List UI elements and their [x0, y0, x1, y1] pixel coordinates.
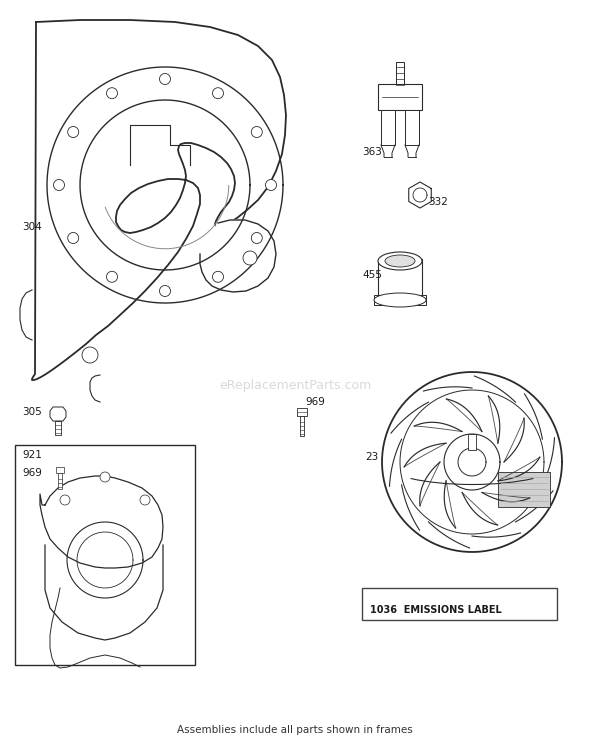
Polygon shape [382, 372, 562, 552]
Bar [468, 434, 476, 450]
Polygon shape [409, 182, 431, 208]
Ellipse shape [385, 255, 415, 267]
Text: 305: 305 [22, 407, 42, 417]
Text: 969: 969 [305, 397, 325, 407]
Text: eReplacementParts.com: eReplacementParts.com [219, 378, 371, 392]
Circle shape [107, 88, 117, 99]
Circle shape [159, 74, 171, 85]
Text: 921: 921 [22, 450, 42, 460]
Text: Assemblies include all parts shown in frames: Assemblies include all parts shown in fr… [177, 725, 413, 735]
Bar [396, 62, 404, 87]
Ellipse shape [374, 293, 426, 307]
Text: 304: 304 [22, 222, 42, 232]
Circle shape [100, 472, 110, 482]
Circle shape [212, 271, 224, 282]
Bar [58, 473, 62, 489]
Bar [374, 295, 426, 305]
Circle shape [243, 251, 257, 265]
Circle shape [266, 180, 277, 190]
Polygon shape [50, 407, 66, 421]
Circle shape [251, 126, 263, 137]
Text: 332: 332 [428, 197, 448, 207]
Polygon shape [200, 220, 276, 292]
Bar [378, 84, 422, 110]
Bar [378, 259, 422, 297]
Bar [15, 445, 195, 665]
Bar [498, 472, 550, 507]
Circle shape [68, 233, 78, 244]
Bar [381, 110, 395, 145]
Bar [300, 416, 304, 436]
Circle shape [68, 126, 78, 137]
Text: 969: 969 [22, 468, 42, 478]
Circle shape [60, 495, 70, 505]
Ellipse shape [378, 252, 422, 270]
Circle shape [107, 271, 117, 282]
Bar [55, 421, 61, 435]
Bar [56, 467, 64, 473]
Circle shape [140, 495, 150, 505]
Bar [297, 408, 307, 416]
Text: 363: 363 [362, 147, 382, 157]
Text: 455: 455 [362, 270, 382, 280]
Bar [405, 110, 419, 145]
Bar [362, 588, 557, 620]
Text: 1036  EMISSIONS LABEL: 1036 EMISSIONS LABEL [370, 605, 502, 615]
Text: 23: 23 [365, 452, 378, 462]
Circle shape [82, 347, 98, 363]
Circle shape [159, 285, 171, 296]
Circle shape [54, 180, 64, 190]
Polygon shape [32, 20, 286, 380]
Circle shape [251, 233, 263, 244]
Circle shape [212, 88, 224, 99]
Polygon shape [40, 476, 163, 568]
